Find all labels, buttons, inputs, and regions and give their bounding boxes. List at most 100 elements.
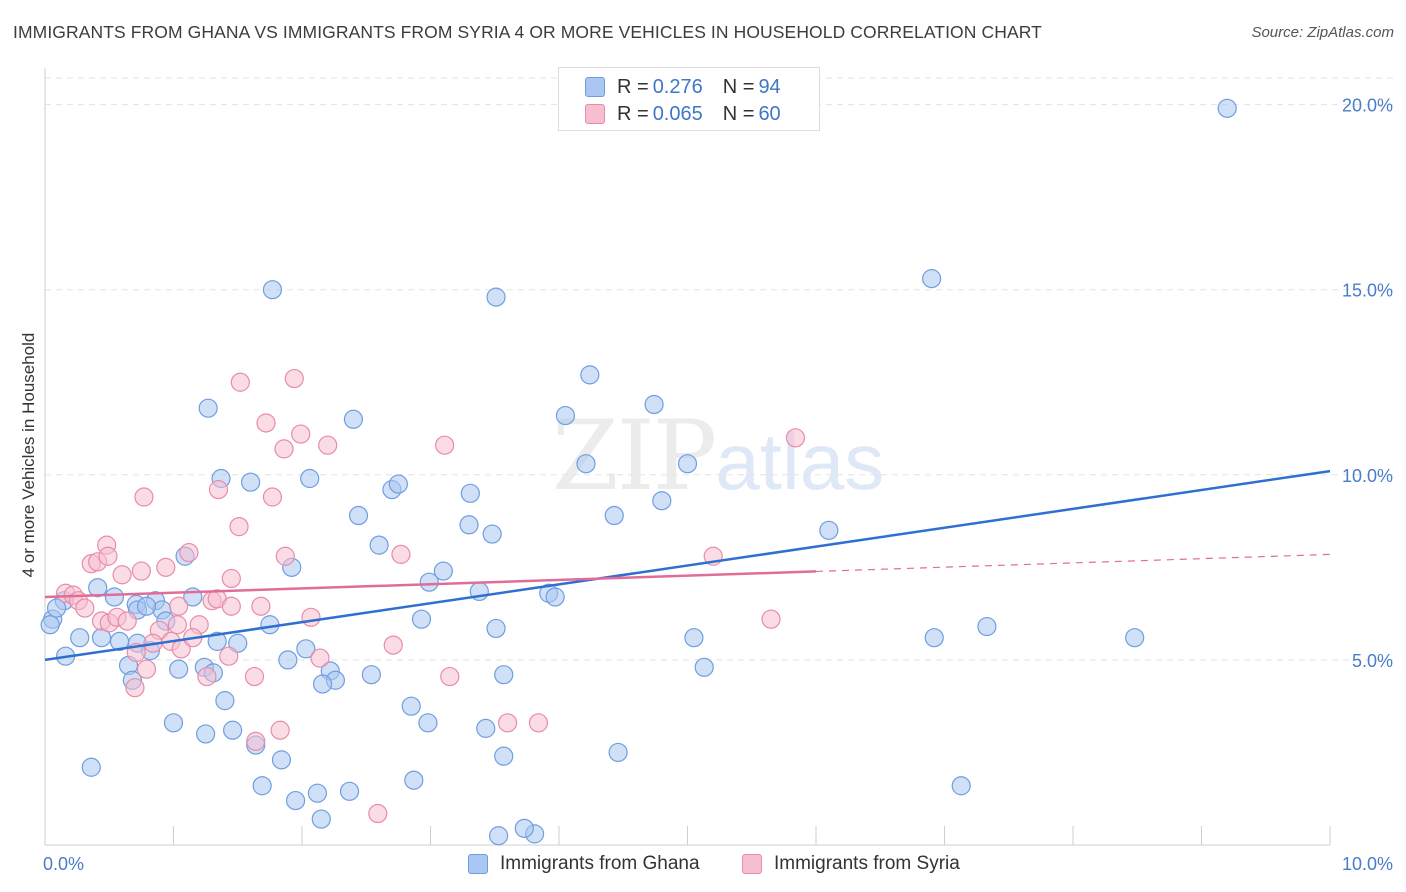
ghana-point: [677, 454, 698, 474]
syria-point: [761, 609, 781, 629]
syria-point: [440, 666, 460, 687]
ghana-point: [70, 628, 90, 648]
ghana-legend-swatch: [468, 854, 488, 874]
ghana-point: [951, 776, 971, 796]
syria-point: [391, 544, 411, 564]
syria-point: [98, 546, 118, 566]
syria-trend-line-extension: [815, 553, 1331, 573]
syria-point: [197, 666, 217, 687]
syria-point: [785, 428, 806, 448]
syria-point: [221, 596, 241, 616]
ghana-points: [40, 98, 1237, 846]
syria-point: [383, 635, 403, 655]
syria-swatch: [585, 104, 605, 124]
correlation-legend: R = 0.276 N = 94 R = 0.065 N = 60: [558, 67, 820, 131]
ghana-point: [278, 650, 298, 670]
ghana-point: [433, 561, 453, 581]
syria-point: [125, 678, 145, 698]
ghana-point: [977, 616, 997, 637]
ghana-point: [494, 746, 514, 766]
ghana-point: [369, 535, 389, 555]
ghana-point: [486, 287, 506, 307]
bottom-legend-syria: Immigrants from Syria: [742, 852, 960, 876]
ghana-point: [196, 724, 216, 744]
ghana-point: [136, 596, 157, 616]
ghana-point: [388, 474, 408, 494]
ghana-point: [576, 454, 596, 474]
syria-point: [284, 368, 304, 389]
legend-r-value: 0.276: [652, 75, 703, 98]
syria-legend-swatch: [742, 854, 762, 874]
syria-points: [55, 368, 806, 824]
ghana-point: [300, 468, 320, 489]
y-axis-label: 4 or more Vehicles in Household: [19, 333, 38, 578]
ghana-point: [343, 409, 363, 429]
ghana-point: [401, 696, 421, 716]
ghana-point: [163, 713, 184, 733]
syria-point: [131, 561, 151, 581]
ghana-point: [1217, 98, 1237, 118]
bottom-legend-ghana: Immigrants from Ghana: [468, 852, 700, 876]
ghana-point: [88, 578, 108, 598]
y-tick-label: 20.0%: [1342, 96, 1393, 116]
ghana-point: [608, 742, 628, 763]
ghana-point: [104, 587, 124, 607]
ghana-point: [348, 505, 369, 526]
syria-point: [310, 648, 330, 668]
syria-point: [246, 731, 266, 751]
syria-point: [244, 666, 265, 687]
syria-point: [270, 720, 290, 740]
syria-point: [75, 598, 95, 618]
syria-point: [528, 713, 549, 733]
syria-point: [134, 487, 154, 507]
ghana-point: [419, 572, 439, 592]
ghana-point: [545, 587, 565, 607]
ghana-point: [169, 659, 189, 679]
syria-point: [219, 646, 239, 666]
syria-point: [230, 372, 250, 392]
ghana-point: [252, 776, 272, 796]
syria-point: [221, 568, 241, 589]
ghana-point: [1125, 628, 1145, 648]
ghana-point: [307, 783, 328, 803]
syria-point: [117, 611, 137, 631]
ghana-point: [555, 405, 576, 426]
legend-n-label: N =: [722, 75, 755, 98]
legend-row-syria: R = 0.065 N = 60: [585, 102, 781, 126]
ghana-point: [411, 609, 432, 629]
syria-point: [275, 546, 295, 566]
syria-point: [498, 713, 518, 733]
ghana-point: [46, 598, 67, 618]
watermark: ZIPatlas: [552, 400, 884, 512]
ghana-legend-label: Immigrants from Ghana: [500, 853, 700, 874]
source-credit: Source: ZipAtlas.com: [1251, 24, 1394, 41]
y-tick-label: 10.0%: [1342, 466, 1393, 486]
syria-point: [208, 480, 229, 500]
syria-point: [301, 607, 321, 627]
syria-point: [136, 659, 157, 679]
syria-point: [368, 803, 388, 824]
syria-point: [318, 435, 338, 455]
chart-title: IMMIGRANTS FROM GHANA VS IMMIGRANTS FROM…: [13, 22, 1042, 42]
ghana-point: [81, 757, 101, 777]
syria-point: [179, 542, 199, 563]
syria-point: [167, 615, 187, 635]
ghana-swatch: [585, 77, 605, 97]
ghana-point: [476, 718, 496, 738]
ghana-point: [312, 674, 333, 694]
ghana-point: [604, 505, 624, 526]
legend-r-value: 0.065: [652, 102, 703, 125]
legend-r-label: R =: [617, 102, 649, 125]
ghana-point: [489, 826, 509, 846]
ghana-point: [215, 691, 235, 711]
syria-point: [229, 517, 249, 537]
legend-row-ghana: R = 0.276 N = 94: [585, 75, 781, 99]
x-tick-label: 10.0%: [1342, 854, 1393, 874]
ghana-point: [922, 269, 942, 289]
ghana-point: [311, 809, 331, 829]
ghana-point: [684, 628, 704, 648]
y-tick-label: 15.0%: [1342, 281, 1393, 301]
ghana-point: [644, 394, 664, 415]
legend-r-label: R =: [617, 75, 649, 98]
